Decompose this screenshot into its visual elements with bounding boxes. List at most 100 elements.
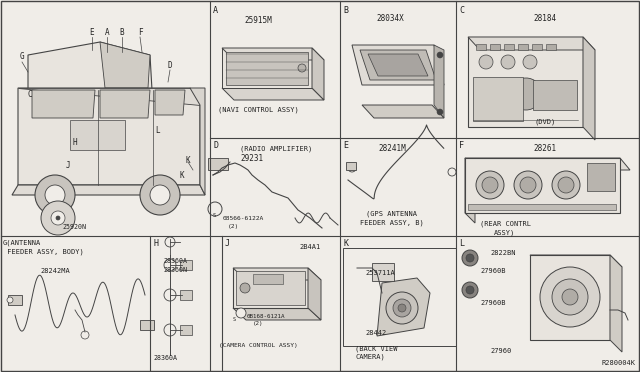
Circle shape	[540, 267, 600, 327]
Polygon shape	[233, 268, 308, 308]
Polygon shape	[222, 88, 324, 100]
Polygon shape	[377, 278, 430, 336]
Circle shape	[523, 55, 537, 69]
Circle shape	[476, 171, 504, 199]
Polygon shape	[233, 268, 321, 280]
Polygon shape	[465, 158, 475, 223]
Bar	[180, 325, 192, 335]
Bar	[180, 290, 192, 300]
Text: 27960B: 27960B	[480, 268, 506, 274]
Text: 27960: 27960	[490, 348, 511, 354]
Bar	[518, 44, 528, 50]
Text: 28034X: 28034X	[376, 14, 404, 23]
Polygon shape	[583, 37, 595, 140]
Text: E: E	[90, 28, 94, 36]
Circle shape	[466, 286, 474, 294]
Text: D: D	[213, 141, 218, 150]
Polygon shape	[28, 42, 152, 90]
Text: 2B4A1: 2B4A1	[300, 244, 321, 250]
Polygon shape	[434, 45, 444, 118]
Circle shape	[514, 171, 542, 199]
Text: (BACK VIEW: (BACK VIEW	[355, 345, 397, 352]
Text: A: A	[105, 28, 109, 36]
Bar	[532, 44, 542, 50]
Polygon shape	[222, 48, 312, 88]
Text: 253711A: 253711A	[365, 270, 395, 276]
Text: K: K	[180, 170, 184, 180]
Text: S: S	[213, 213, 216, 218]
Bar	[465, 158, 620, 213]
Text: (2): (2)	[253, 321, 264, 326]
Text: 28442: 28442	[365, 330, 387, 336]
Bar	[236, 271, 305, 305]
Polygon shape	[12, 185, 205, 195]
Circle shape	[552, 279, 588, 315]
Polygon shape	[352, 45, 444, 85]
Bar	[476, 44, 486, 50]
Bar	[372, 263, 394, 281]
Text: (NAVI CONTROL ASSY): (NAVI CONTROL ASSY)	[218, 106, 298, 112]
Text: (GPS ANTENNA: (GPS ANTENNA	[367, 210, 417, 217]
Polygon shape	[368, 54, 428, 76]
Text: 25915M: 25915M	[244, 16, 272, 25]
Polygon shape	[530, 255, 622, 267]
Bar	[546, 44, 556, 50]
Circle shape	[208, 202, 222, 216]
Circle shape	[35, 175, 75, 215]
Bar	[180, 260, 192, 270]
Polygon shape	[18, 88, 200, 185]
Circle shape	[466, 254, 474, 262]
Text: 27960B: 27960B	[480, 300, 506, 306]
Polygon shape	[18, 88, 200, 105]
Polygon shape	[32, 90, 95, 118]
Circle shape	[520, 177, 536, 193]
Text: 28261: 28261	[533, 144, 557, 153]
Polygon shape	[208, 158, 228, 170]
Text: (DVD): (DVD)	[534, 118, 556, 125]
Text: 28360N: 28360N	[163, 267, 187, 273]
Text: 29231: 29231	[240, 154, 263, 163]
Text: C: C	[459, 6, 464, 15]
Text: S: S	[233, 317, 236, 322]
Circle shape	[164, 289, 176, 301]
Bar	[343, 248, 456, 346]
Text: (RADIO AMPLIFIER): (RADIO AMPLIFIER)	[240, 145, 312, 151]
Circle shape	[393, 299, 411, 317]
Text: G(ANTENNA: G(ANTENNA	[3, 239, 41, 246]
Text: H: H	[73, 138, 77, 147]
Bar	[533, 80, 577, 110]
Polygon shape	[360, 50, 436, 80]
Text: B: B	[343, 6, 348, 15]
Circle shape	[45, 185, 65, 205]
Circle shape	[140, 175, 180, 215]
Polygon shape	[465, 158, 630, 170]
Polygon shape	[468, 37, 595, 50]
Bar	[530, 255, 610, 340]
Bar	[70, 120, 125, 150]
Text: 28241M: 28241M	[378, 144, 406, 153]
Text: FEEDER ASSY, B): FEEDER ASSY, B)	[360, 219, 424, 225]
Text: J: J	[225, 239, 230, 248]
Bar	[346, 162, 356, 170]
Circle shape	[562, 289, 578, 305]
Text: F: F	[459, 141, 464, 150]
Polygon shape	[308, 268, 321, 320]
Circle shape	[165, 237, 175, 247]
Text: 25920N: 25920N	[62, 224, 86, 230]
Bar	[226, 52, 308, 85]
Circle shape	[558, 177, 574, 193]
Text: 2822BN: 2822BN	[490, 250, 515, 256]
Circle shape	[437, 52, 443, 58]
Circle shape	[240, 283, 250, 293]
Bar	[587, 163, 615, 191]
Text: (CAMERA CONTROL ASSY): (CAMERA CONTROL ASSY)	[219, 343, 298, 348]
Bar	[504, 44, 514, 50]
Text: B: B	[120, 28, 124, 36]
Text: J: J	[66, 160, 70, 170]
Polygon shape	[312, 48, 324, 100]
Polygon shape	[155, 90, 185, 115]
Polygon shape	[233, 308, 321, 320]
Text: 28184: 28184	[533, 14, 557, 23]
Text: R280004K: R280004K	[601, 360, 635, 366]
Text: FEEDER ASSY, BODY): FEEDER ASSY, BODY)	[3, 248, 84, 254]
